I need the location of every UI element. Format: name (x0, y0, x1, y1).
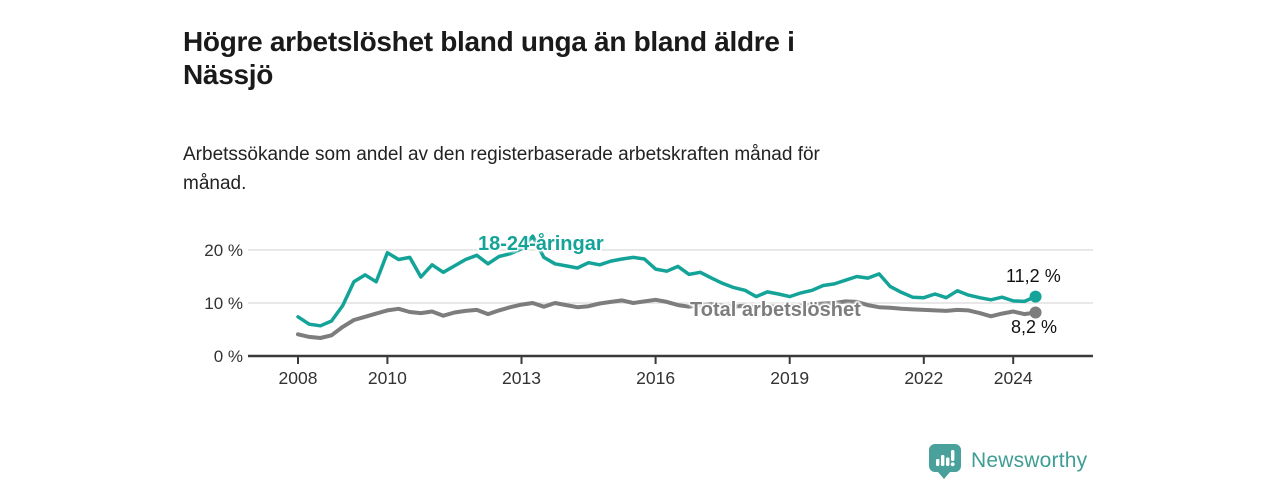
page-title: Högre arbetslöshet bland unga än bland ä… (183, 25, 795, 90)
x-tick-label: 2013 (502, 368, 541, 388)
y-tick-label: 20 % (204, 241, 243, 260)
x-tick-label: 2022 (904, 368, 943, 388)
x-tick-label: 2019 (770, 368, 809, 388)
end-value-total: 8,2 % (1011, 317, 1058, 337)
brand-name: Newsworthy (971, 449, 1088, 472)
x-tick-label: 2010 (368, 368, 407, 388)
series-end-dot-0 (1029, 290, 1042, 303)
x-tick-label: 2016 (636, 368, 675, 388)
series-line-0 (296, 234, 1038, 328)
end-value-young: 11,2 % (1006, 266, 1061, 286)
x-tick-label: 2024 (994, 368, 1033, 388)
y-tick-label: 10 % (204, 294, 243, 313)
series-end-dot-1 (1029, 306, 1042, 319)
y-tick-label: 0 % (214, 347, 243, 366)
newsworthy-logo: Newsworthy (928, 443, 1087, 479)
x-tick-label: 2008 (279, 368, 318, 388)
bar-chart-speech-bubble-icon (929, 444, 961, 479)
chart-subtitle: Arbetssökande som andel av den registerb… (183, 144, 820, 194)
series-line-1 (296, 297, 1038, 340)
series-label-total: Total arbetslöshet (690, 299, 861, 321)
series-label-young: 18-24-åringar (478, 233, 604, 255)
